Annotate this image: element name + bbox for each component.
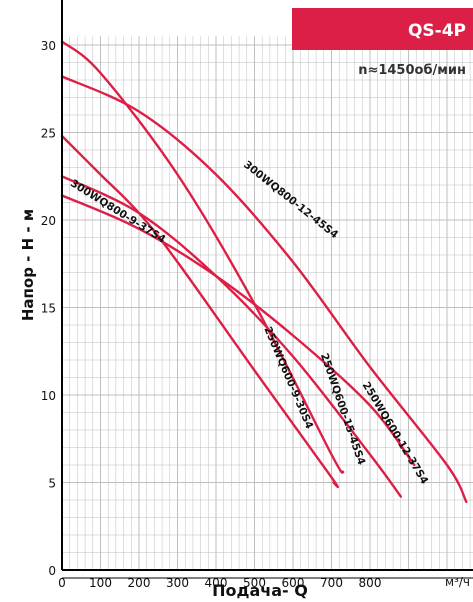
speed-subtitle: n≈1450об/мин	[358, 63, 466, 78]
x-tick-labels: 0 100 200 300 400 500 600 700 800	[58, 576, 381, 590]
x-tick-label: 800	[359, 576, 382, 590]
y-tick-label: 25	[41, 127, 56, 141]
y-tick-label: 20	[41, 214, 56, 228]
series-line	[60, 40, 345, 474]
series-line	[60, 175, 402, 498]
y-tick-label: 15	[41, 302, 56, 316]
plot-area	[62, 0, 473, 570]
y-axis-title: Напор - Н - м	[19, 209, 37, 321]
y-tick-labels: 0 5 10 15 20 25 30	[41, 39, 56, 578]
y-tick-label: 0	[48, 564, 56, 578]
y-tick-label: 30	[41, 39, 56, 53]
x-tick-label: 600	[282, 576, 305, 590]
series-line	[60, 134, 340, 489]
x-tick-label: 100	[89, 576, 112, 590]
y-tick-label: 10	[41, 389, 56, 403]
curves	[60, 40, 468, 503]
x-tick-label: 200	[128, 576, 151, 590]
minor-grid	[62, 36, 473, 570]
x-axis-title: Подача- Q	[212, 581, 308, 600]
series-line	[60, 75, 468, 503]
chart-title: QS-4P	[408, 21, 466, 41]
x-tick-label: 0	[58, 576, 66, 590]
x-tick-label: 700	[320, 576, 343, 590]
title-badge	[292, 8, 473, 50]
x-unit-label: м³/ч	[445, 575, 470, 589]
x-tick-label: 500	[243, 576, 266, 590]
x-tick-label: 300	[166, 576, 189, 590]
y-tick-label: 5	[48, 477, 56, 491]
x-tick-label: 400	[205, 576, 228, 590]
